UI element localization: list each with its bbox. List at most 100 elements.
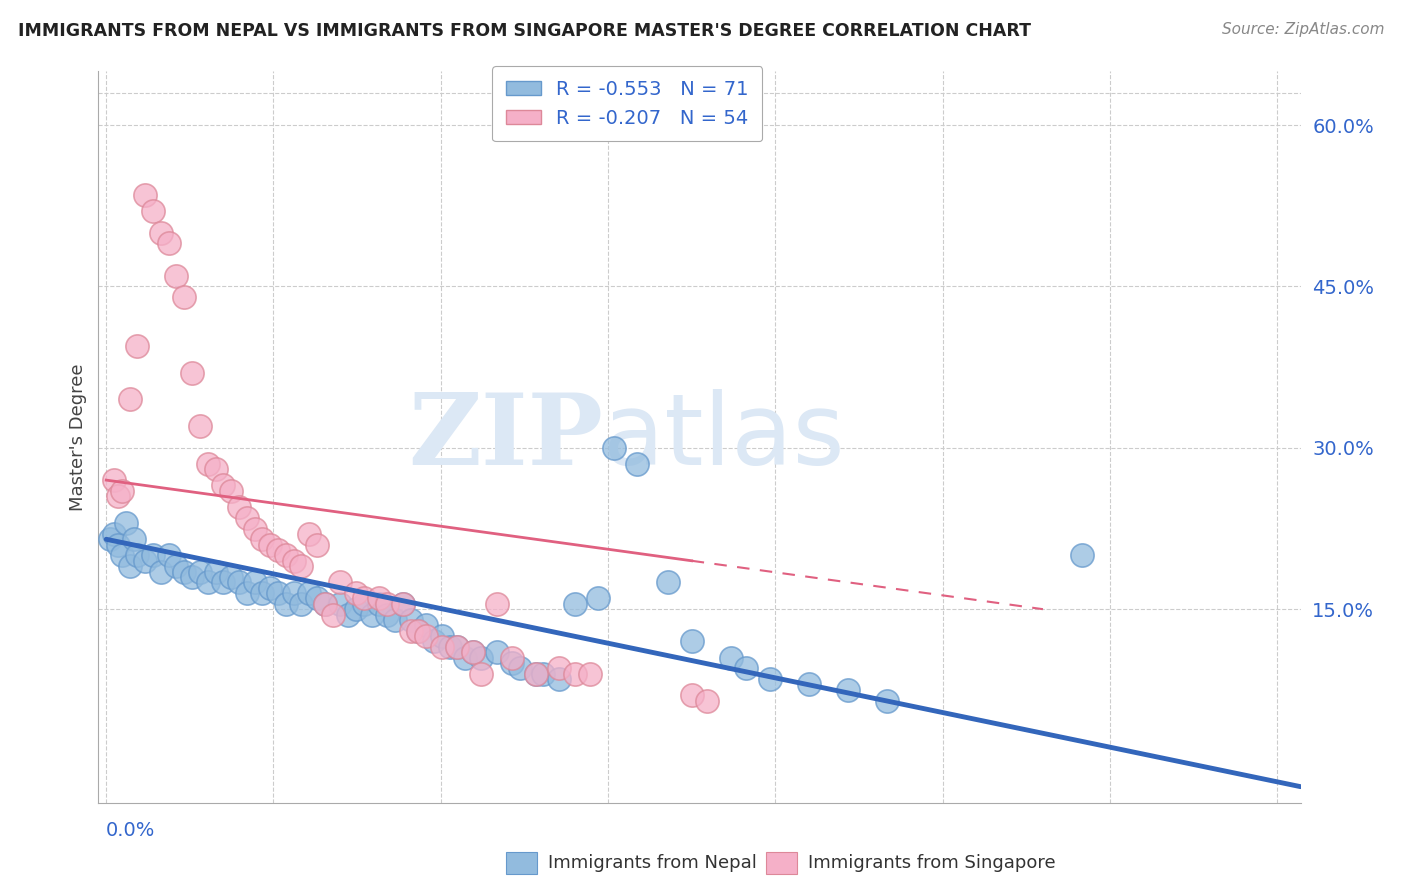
Point: [314, 597, 336, 611]
Point: [252, 586, 274, 600]
Point: [399, 613, 422, 627]
Point: [548, 672, 571, 686]
Point: [305, 591, 328, 606]
Point: [392, 597, 415, 611]
Point: [797, 677, 820, 691]
Point: [461, 645, 484, 659]
Point: [197, 457, 219, 471]
Point: [696, 693, 718, 707]
Point: [602, 441, 624, 455]
Point: [212, 478, 235, 492]
Point: [283, 586, 305, 600]
Point: [228, 500, 250, 514]
Point: [103, 527, 125, 541]
Point: [564, 597, 586, 611]
Point: [446, 640, 468, 654]
Point: [470, 650, 492, 665]
Point: [485, 645, 508, 659]
Point: [107, 538, 129, 552]
Text: 0.0%: 0.0%: [107, 821, 156, 840]
Point: [166, 268, 188, 283]
Point: [142, 549, 165, 563]
Point: [305, 538, 328, 552]
Point: [430, 629, 453, 643]
Point: [735, 661, 758, 675]
Point: [114, 516, 136, 530]
Point: [439, 640, 461, 654]
Point: [142, 204, 165, 219]
Point: [290, 559, 312, 574]
Point: [454, 650, 477, 665]
Point: [127, 549, 149, 563]
Point: [118, 559, 141, 574]
Point: [408, 624, 430, 638]
Point: [181, 366, 204, 380]
Point: [259, 538, 281, 552]
Point: [446, 640, 468, 654]
Point: [188, 565, 211, 579]
Point: [524, 666, 547, 681]
Point: [290, 597, 312, 611]
Point: [274, 597, 297, 611]
Point: [298, 586, 321, 600]
Y-axis label: Master's Degree: Master's Degree: [69, 363, 87, 511]
Point: [111, 483, 134, 498]
Point: [267, 543, 290, 558]
Point: [173, 565, 195, 579]
Point: [118, 392, 141, 407]
Point: [314, 597, 336, 611]
Point: [375, 597, 398, 611]
Point: [181, 570, 204, 584]
Text: Immigrants from Singapore: Immigrants from Singapore: [808, 855, 1056, 872]
Point: [368, 591, 391, 606]
Point: [408, 624, 430, 638]
Point: [329, 597, 352, 611]
Point: [212, 575, 235, 590]
Point: [103, 473, 125, 487]
Point: [283, 554, 305, 568]
Point: [122, 533, 145, 547]
Point: [344, 602, 367, 616]
Point: [107, 489, 129, 503]
Point: [298, 527, 321, 541]
Text: Source: ZipAtlas.com: Source: ZipAtlas.com: [1222, 22, 1385, 37]
Point: [626, 457, 648, 471]
Point: [720, 650, 742, 665]
Point: [329, 575, 352, 590]
Point: [134, 188, 156, 202]
Bar: [506, 852, 537, 874]
Point: [524, 666, 547, 681]
Point: [564, 666, 586, 681]
Point: [531, 666, 554, 681]
Point: [509, 661, 531, 675]
Point: [430, 640, 453, 654]
Point: [204, 565, 226, 579]
Point: [274, 549, 297, 563]
Point: [1071, 549, 1094, 563]
Point: [243, 575, 266, 590]
Point: [485, 597, 508, 611]
Point: [415, 629, 437, 643]
Point: [586, 591, 609, 606]
Point: [228, 575, 250, 590]
Point: [235, 586, 257, 600]
Point: [134, 554, 156, 568]
Point: [259, 581, 281, 595]
Point: [353, 597, 375, 611]
Point: [219, 570, 242, 584]
Point: [548, 661, 571, 675]
Point: [337, 607, 360, 622]
Point: [384, 613, 406, 627]
Point: [470, 666, 492, 681]
Point: [415, 618, 437, 632]
Point: [876, 693, 898, 707]
Point: [501, 650, 523, 665]
Point: [157, 549, 180, 563]
Point: [157, 236, 180, 251]
Point: [243, 521, 266, 535]
Point: [681, 688, 703, 702]
Point: [657, 575, 679, 590]
Point: [423, 634, 446, 648]
Point: [758, 672, 780, 686]
Point: [399, 624, 422, 638]
